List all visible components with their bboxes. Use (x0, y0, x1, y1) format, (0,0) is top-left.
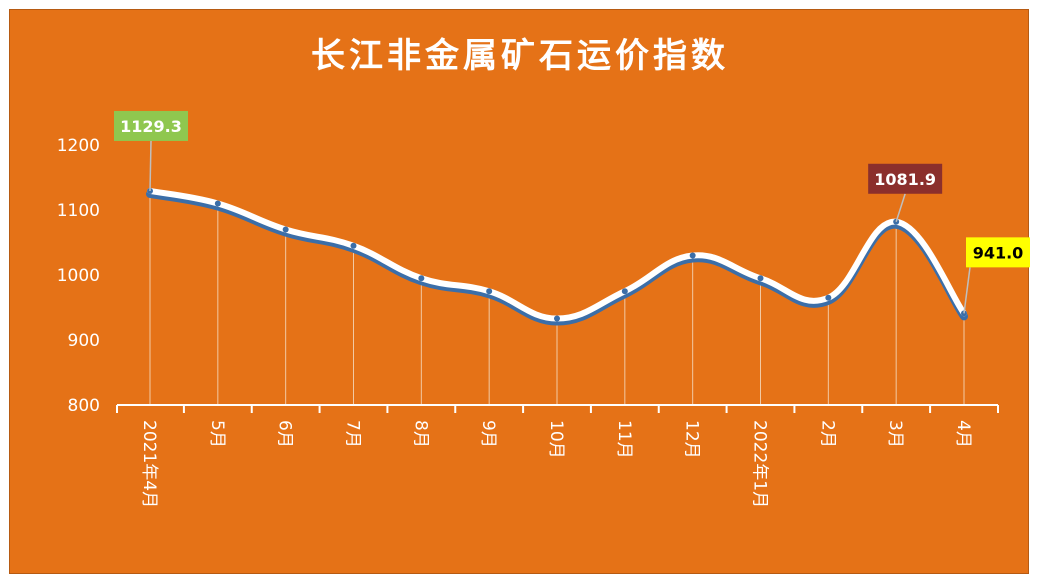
data-point (486, 288, 493, 295)
data-point (554, 315, 560, 322)
x-tick-label: 2021年4月 (139, 420, 159, 508)
series-line (147, 187, 967, 322)
x-tick-label: 7月 (343, 420, 363, 448)
y-tick-label: 900 (68, 331, 100, 351)
y-tick-label: 800 (68, 396, 100, 416)
data-point (214, 200, 221, 207)
x-tick-label: 6月 (275, 420, 295, 448)
x-tick-label: 12月 (682, 420, 702, 459)
y-tick-label: 1100 (57, 201, 100, 221)
data-point (825, 294, 832, 301)
chart-title: 长江非金属矿石运价指数 (311, 36, 729, 76)
data-point (689, 252, 696, 259)
data-label-box (868, 163, 943, 194)
x-tick-label: 9月 (478, 420, 498, 448)
y-tick-label: 1000 (57, 266, 100, 286)
data-label-box (966, 237, 1030, 268)
x-tick-label: 2月 (817, 420, 837, 448)
data-point (282, 226, 289, 233)
data-label: 1129.3 (120, 117, 182, 136)
data-point (418, 275, 425, 282)
x-tick-label: 10月 (546, 420, 566, 459)
x-tick-label: 5月 (207, 420, 227, 448)
x-tick-label: 4月 (953, 420, 973, 448)
data-label: 1081.9 (874, 170, 936, 189)
data-point (757, 275, 764, 282)
y-tick-label: 1200 (57, 136, 100, 156)
data-label-leader (895, 193, 906, 222)
data-point (350, 242, 357, 249)
x-tick-label: 11月 (614, 420, 634, 459)
data-label-leader (963, 267, 971, 314)
x-tick-label: 2022年1月 (750, 420, 770, 508)
x-tick-label: 3月 (885, 420, 905, 448)
chart-area (9, 9, 1029, 574)
x-tick-label: 8月 (410, 420, 430, 448)
data-point (621, 288, 628, 295)
data-label: 941.0 (973, 243, 1024, 262)
data-label-box (114, 110, 188, 141)
data-label-leader (149, 140, 152, 191)
series-line-shadow (146, 189, 968, 326)
